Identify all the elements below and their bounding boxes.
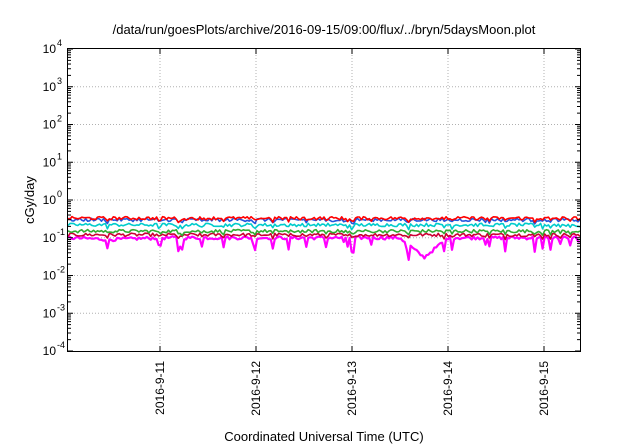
y-tick-label: 10 xyxy=(43,231,57,245)
y-tick-label: 10 xyxy=(43,155,57,169)
series-layer xyxy=(67,215,581,261)
y-tick-label: 10 xyxy=(43,344,57,358)
y-tick-exponent: 0 xyxy=(57,189,62,199)
y-tick-exponent: -4 xyxy=(57,340,65,350)
y-tick-exponent: 4 xyxy=(57,38,62,48)
y-tick-exponent: -2 xyxy=(57,265,65,275)
y-tick-label: 10 xyxy=(43,118,57,132)
chart-title: /data/run/goesPlots/archive/2016-09-15/0… xyxy=(113,22,536,37)
series-line xyxy=(67,235,581,261)
x-tick-label: 2016-9-15 xyxy=(537,361,551,416)
x-tick-label: 2016-9-14 xyxy=(441,361,455,416)
series-line xyxy=(67,232,581,241)
y-tick-exponent: -3 xyxy=(57,302,65,312)
y-tick-exponent: 3 xyxy=(57,76,62,86)
series-line xyxy=(67,228,581,237)
x-tick-label: 2016-9-11 xyxy=(153,361,167,415)
y-tick-label: 10 xyxy=(43,42,57,56)
y-tick-exponent: 1 xyxy=(57,151,62,161)
y-tick-label: 10 xyxy=(43,80,57,94)
y-tick-label: 10 xyxy=(43,269,57,283)
plot-frame xyxy=(67,48,581,352)
series-line xyxy=(67,222,581,231)
y-tick-exponent: -1 xyxy=(57,227,65,237)
y-tick-exponent: 2 xyxy=(57,114,62,124)
series-line xyxy=(67,215,581,224)
y-tick-label: 10 xyxy=(43,306,57,320)
y-axis-label: cGy/day xyxy=(22,176,37,224)
x-tick-label: 2016-9-13 xyxy=(345,361,359,416)
grid xyxy=(68,49,580,351)
x-axis: 2016-9-11 2016-9-12 2016-9-13 2016-9-14 2016… xyxy=(153,49,551,416)
y-tick-label: 10 xyxy=(43,193,57,207)
x-tick-label: 2016-9-12 xyxy=(249,361,263,416)
x-axis-label: Coordinated Universal Time (UTC) xyxy=(224,429,423,444)
